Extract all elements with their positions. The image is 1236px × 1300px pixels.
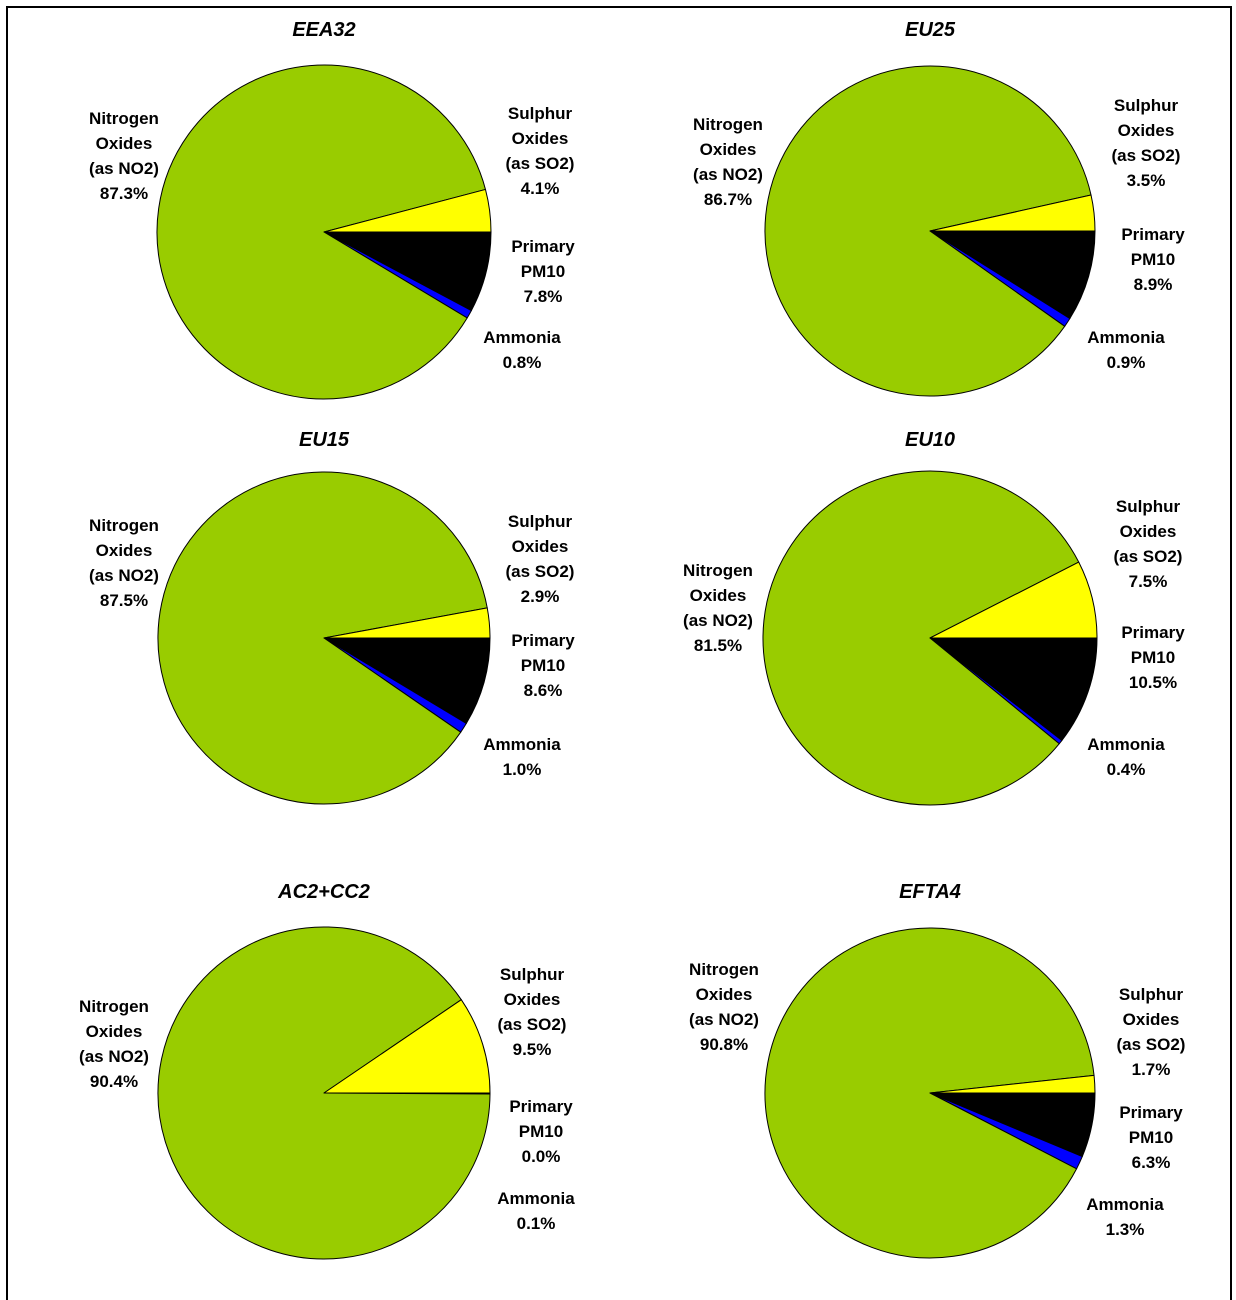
slice-label-sulphur-oxides-as-so2: Sulphur Oxides (as SO2) 1.7% (1117, 985, 1186, 1079)
chart-title: AC2+CC2 (277, 881, 370, 903)
slice-label-ammonia: Ammonia 0.9% (1087, 328, 1165, 372)
pie-chart-eu25: EU25 Nitrogen Oxides (as NO2) 86.7% Sulphur Ox… (693, 19, 1185, 397)
pie-slice-nitrogen-oxides-as-no2 (762, 470, 1080, 806)
slice-label-primary-pm10: Primary PM10 0.0% (509, 1097, 573, 1166)
chart-title: EFTA4 (899, 881, 961, 903)
chart-title: EEA32 (292, 19, 355, 41)
slice-label-ammonia: Ammonia 1.0% (483, 735, 561, 779)
slice-label-primary-pm10: Primary PM10 8.9% (1121, 225, 1185, 294)
pie-chart-efta4: EFTA4 Nitrogen Oxides (as NO2) 90.8% Sulphur O… (689, 881, 1186, 1259)
slice-label-sulphur-oxides-as-so2: Sulphur Oxides (as SO2) 7.5% (1114, 497, 1183, 591)
slice-label-nitrogen-oxides-as-no2: Nitrogen Oxides (as NO2) 86.7% (693, 115, 763, 209)
chart-title: EU15 (299, 429, 350, 451)
slice-label-sulphur-oxides-as-so2: Sulphur Oxides (as SO2) 4.1% (506, 104, 575, 198)
pie-slice-sulphur-oxides-as-so2 (323, 188, 492, 233)
pie-chart-eu15: EU15 Nitrogen Oxides (as NO2) 87.5% Sulphur Ox… (89, 429, 575, 805)
slice-label-sulphur-oxides-as-so2: Sulphur Oxides (as SO2) 3.5% (1112, 96, 1181, 190)
slice-label-primary-pm10: Primary PM10 6.3% (1119, 1103, 1183, 1172)
pie-slice-nitrogen-oxides-as-no2 (156, 64, 486, 400)
pie-chart-eu10: EU10 Nitrogen Oxides (as NO2) 81.5% Sulphur Ox… (683, 429, 1185, 806)
slice-label-primary-pm10: Primary PM10 8.6% (511, 631, 575, 700)
slice-label-nitrogen-oxides-as-no2: Nitrogen Oxides (as NO2) 87.5% (89, 516, 159, 610)
slice-label-primary-pm10: Primary PM10 7.8% (511, 237, 575, 306)
pie-slice-nitrogen-oxides-as-no2 (764, 65, 1092, 397)
pie-slice-sulphur-oxides-as-so2 (929, 1074, 1096, 1094)
pie-slice-sulphur-oxides-as-so2 (929, 561, 1098, 639)
pie-slice-primary-pm10 (929, 637, 1098, 741)
pie-chart-eea32: EEA32 Nitrogen Oxides (as NO2) 87.3% Sulphur O… (89, 19, 575, 400)
slice-label-primary-pm10: Primary PM10 10.5% (1121, 623, 1185, 692)
pie-slice-primary-pm10 (929, 230, 1096, 320)
pie-slice-primary-pm10 (323, 637, 491, 724)
pie-slice-sulphur-oxides-as-so2 (323, 999, 491, 1094)
chart-frame (6, 6, 1232, 1300)
pie-slice-sulphur-oxides-as-so2 (929, 194, 1096, 232)
chart-title: EU25 (905, 19, 956, 41)
slice-label-ammonia: Ammonia 0.1% (497, 1189, 575, 1233)
pie-chart-ac2-cc2: AC2+CC2 Nitrogen Oxides (as NO2) 90.4% Sulphu… (79, 881, 575, 1260)
slice-label-nitrogen-oxides-as-no2: Nitrogen Oxides (as NO2) 81.5% (683, 561, 753, 655)
chart-title: EU10 (905, 429, 955, 451)
slice-label-nitrogen-oxides-as-no2: Nitrogen Oxides (as NO2) 90.4% (79, 997, 149, 1091)
pie-slice-nitrogen-oxides-as-no2 (157, 926, 491, 1260)
slice-label-ammonia: Ammonia 0.8% (483, 328, 561, 372)
slice-label-ammonia: Ammonia 1.3% (1086, 1195, 1164, 1239)
slice-label-sulphur-oxides-as-so2: Sulphur Oxides (as SO2) 9.5% (498, 965, 567, 1059)
pie-slice-sulphur-oxides-as-so2 (323, 607, 491, 639)
pie-slice-nitrogen-oxides-as-no2 (157, 471, 488, 805)
slice-label-ammonia: Ammonia 0.4% (1087, 735, 1165, 779)
slice-label-nitrogen-oxides-as-no2: Nitrogen Oxides (as NO2) 87.3% (89, 109, 159, 203)
slice-label-nitrogen-oxides-as-no2: Nitrogen Oxides (as NO2) 90.8% (689, 960, 759, 1054)
slice-label-sulphur-oxides-as-so2: Sulphur Oxides (as SO2) 2.9% (506, 512, 575, 606)
